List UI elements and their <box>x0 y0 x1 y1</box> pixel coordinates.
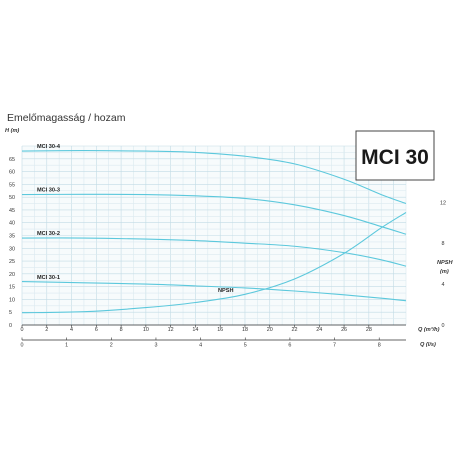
y-tick-label: 45 <box>9 208 15 214</box>
series-line-mci-30-1 <box>21 280 407 302</box>
left-y-ticks: 0 5 10 15 20 25 30 35 40 45 50 55 60 65 <box>9 157 15 329</box>
x-tick-label: 18 <box>242 327 248 333</box>
y-tick-label: 0 <box>9 323 12 329</box>
x-tick-label: 6 <box>95 327 98 333</box>
y-tick-label: 25 <box>9 259 15 265</box>
y2-tick-label: 12 <box>440 200 446 206</box>
y-tick-label: 65 <box>9 157 15 163</box>
x-tick-label: 12 <box>168 327 174 333</box>
model-title: MCI 30 <box>361 146 429 169</box>
series-label-mci-30-4: MCI 30-4 <box>37 144 61 150</box>
series-label-mci-30-3: MCI 30-3 <box>37 188 60 194</box>
y-tick-label: 50 <box>9 195 15 201</box>
y-tick-label: 40 <box>9 221 15 227</box>
x-tick-label: 10 <box>143 327 149 333</box>
x-tick-label: 0 <box>21 327 24 333</box>
x-tick-label: 16 <box>217 327 223 333</box>
x2-tick-label: 0 <box>21 343 24 349</box>
x-tick-label: 2 <box>45 327 48 333</box>
x-tick-label: 22 <box>292 327 298 333</box>
x2-tick-label: 6 <box>288 343 291 349</box>
x2-tick-label: 3 <box>154 343 157 349</box>
y2-tick-label: 0 <box>442 323 445 329</box>
y-tick-label: 10 <box>9 297 15 303</box>
x2-tick-label: 4 <box>199 343 202 349</box>
series-line-npsh <box>21 212 407 314</box>
y-tick-label: 20 <box>9 272 15 278</box>
series-label-npsh: NPSH <box>218 288 234 294</box>
x-tick-label: 26 <box>341 327 347 333</box>
y2-axis-label-bottom: (m) <box>440 269 449 275</box>
x2-tick-label: 8 <box>378 343 381 349</box>
x-tick-label: 28 <box>366 327 372 333</box>
y2-tick-label: 8 <box>442 241 445 247</box>
y-tick-label: 35 <box>9 234 15 240</box>
x2-tick-label: 7 <box>333 343 336 349</box>
x-tick-label: 24 <box>316 327 322 333</box>
x2-axis-label: Q (l/s) <box>420 342 436 348</box>
x-tick-label: 20 <box>267 327 273 333</box>
x-axis: 0 2 4 6 8 10 12 14 16 18 20 22 24 26 28 <box>21 324 406 333</box>
right-y-ticks: 0 4 8 12 <box>440 200 446 329</box>
x-tick-label: 14 <box>192 327 198 333</box>
x-axis-label: Q (m³/h) <box>418 326 440 333</box>
y-tick-label: 60 <box>9 170 15 176</box>
y-tick-label: 5 <box>9 310 12 316</box>
x2-tick-label: 2 <box>110 343 113 349</box>
x2-axis: 0 1 2 3 4 5 6 7 8 <box>21 337 406 349</box>
y-tick-label: 15 <box>9 285 15 291</box>
series-line-mci-30-4 <box>21 150 407 205</box>
series-layer: MCI 30-4 MCI 30-3 MCI 30-2 MCI 30-1 NPSH <box>21 144 407 314</box>
x2-tick-label: 1 <box>65 343 68 349</box>
page-title: Emelőmagasság / hozam <box>7 112 126 124</box>
series-line-mci-30-2 <box>21 237 407 267</box>
y2-tick-label: 4 <box>442 282 445 288</box>
series-label-mci-30-2: MCI 30-2 <box>37 231 60 237</box>
x-tick-label: 4 <box>70 327 73 333</box>
model-box: MCI 30 <box>355 130 435 181</box>
x2-tick-label: 5 <box>244 343 247 349</box>
y-tick-label: 30 <box>9 246 15 252</box>
model-box-frame <box>355 130 435 181</box>
y-tick-label: 55 <box>9 182 15 188</box>
y-axis-label: H (m) <box>5 128 19 134</box>
y2-axis-label-top: NPSH <box>437 260 454 266</box>
series-line-mci-30-3 <box>21 193 407 235</box>
x-tick-label: 8 <box>120 327 123 333</box>
series-label-mci-30-1: MCI 30-1 <box>37 275 60 281</box>
